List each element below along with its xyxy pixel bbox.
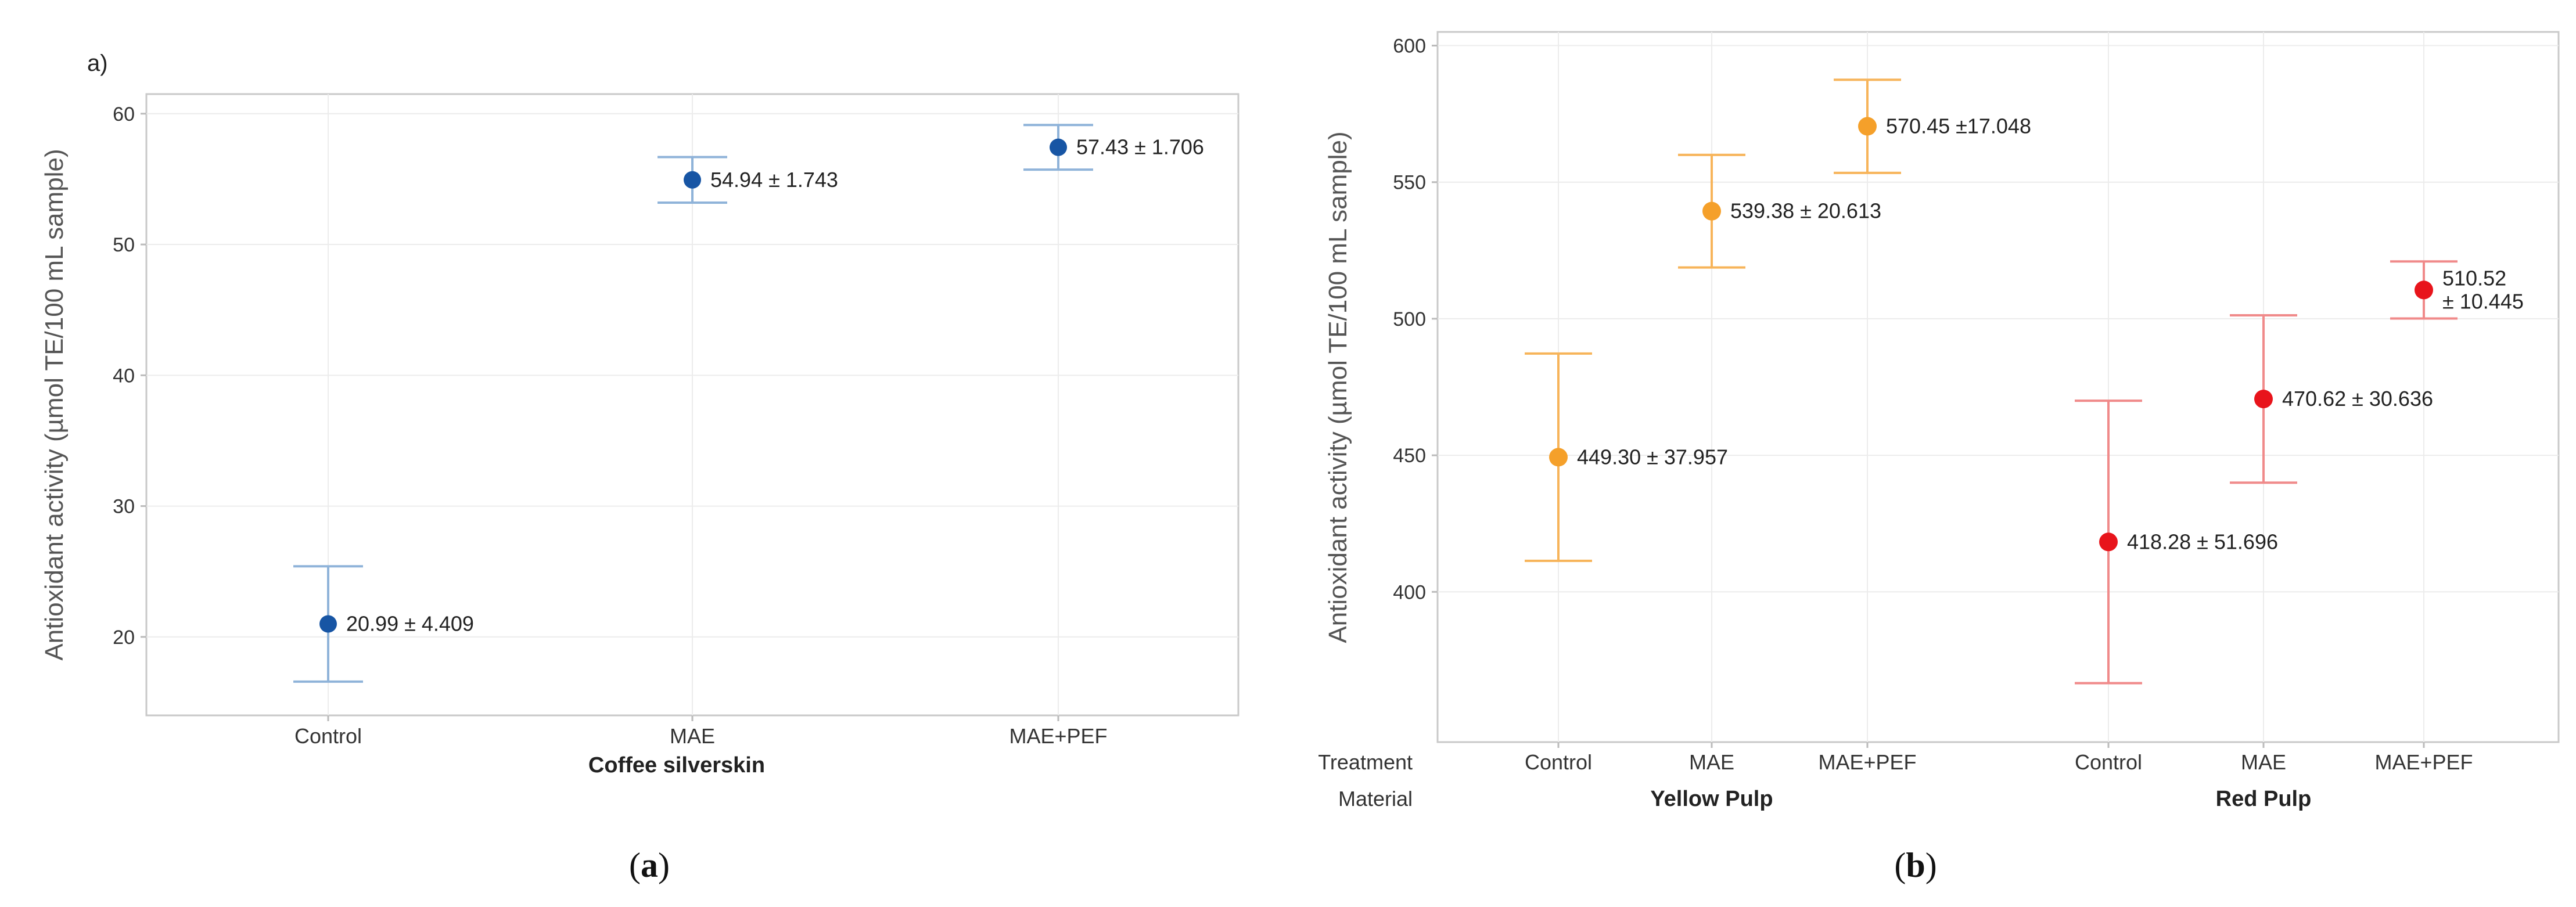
data-label: 570.45 ±17.048 [1886,114,2031,138]
y-tick-label: 500 [1393,308,1426,330]
panel-a-y-axis-label: Antioxidant activity (µmol TE/100 mL sam… [40,149,69,660]
data-point [684,171,701,189]
y-tick-label: 450 [1393,445,1426,467]
y-tick-label: 550 [1393,172,1426,194]
data-label-line: ± 10.445 [2442,289,2524,313]
y-tick-label: 30 [113,496,135,518]
group-label: Red Pulp [2216,787,2312,811]
data-label: 449.30 ± 37.957 [1577,445,1728,469]
data-point [319,615,337,633]
panel-a-caption: (a) [629,846,670,884]
panel-b-group-labels: Yellow Pulp Red Pulp [1650,787,2311,811]
panel-b-caption: (b) [1894,846,1937,884]
y-tick-label: 50 [113,234,135,256]
panel-a-y-ticks: 20 30 40 50 60 [113,103,146,649]
x-tick-label: Control [2075,750,2142,774]
data-label: 57.43 ± 1.706 [1076,135,1204,159]
data-point [2099,532,2118,552]
panel-b-marks: 449.30 ± 37.957 539.38 ± 20.613 570.45 ±17… [1525,78,2524,685]
x-tick-label: MAE+PEF [1009,724,1107,748]
data-point [1050,138,1067,156]
data-point [2254,390,2273,409]
data-point [2415,280,2433,300]
panel-b-gridlines [1438,32,2559,742]
y-tick-label: 40 [113,365,135,387]
data-point [1549,448,1568,467]
x-tick-label: Control [294,724,362,748]
panel-b-row-header-treatment: Treatment [1318,750,1413,774]
y-tick-label: 400 [1393,581,1426,603]
y-tick-label: 600 [1393,35,1426,57]
data-label: 470.62 ± 30.636 [2282,387,2433,411]
panel-a-chart: a) 20 30 40 50 60 Control MAE MAE+PEF 20.99 ± … [40,51,1240,884]
panel-b-y-axis-label: Antioxidant activity (µmol TE/100 mL sam… [1324,131,1352,643]
data-label: 539.38 ± 20.613 [1730,199,1881,223]
data-point [1858,117,1877,136]
x-tick-label: Control [1525,750,1592,774]
data-label: 418.28 ± 51.696 [2127,530,2278,553]
x-tick-label: MAE [2241,750,2286,774]
panel-a-letter: a) [87,51,108,76]
x-tick-label: MAE [670,724,715,748]
panel-b-x-ticks: Control MAE MAE+PEF Control MAE MAE+PEF [1525,742,2473,774]
panel-a-x-axis-label: Coffee silverskin [588,753,765,778]
y-tick-label: 20 [113,627,135,649]
panel-b-caption-letter: b [1906,846,1925,884]
panel-a-x-ticks: Control MAE MAE+PEF [294,715,1108,748]
data-label: 510.52 ± 10.445 [2442,266,2524,313]
data-label-line: 510.52 [2442,266,2506,290]
group-label: Yellow Pulp [1650,787,1773,811]
panel-b-row-header-material: Material [1338,787,1413,811]
panel-b-y-ticks: 400 450 500 550 600 [1393,35,1438,603]
y-tick-label: 60 [113,103,135,125]
data-label: 20.99 ± 4.409 [346,612,474,636]
data-point [1702,201,1721,221]
x-tick-label: MAE+PEF [2374,750,2473,774]
x-tick-label: MAE [1689,750,1734,774]
panel-b-plot-area [1436,31,2560,743]
x-tick-label: MAE+PEF [1818,750,1916,774]
panel-a-marks: 20.99 ± 4.409 54.94 ± 1.743 57.43 ± 1.706 [293,124,1204,683]
data-label: 54.94 ± 1.743 [710,168,838,192]
panel-a-caption-letter: a [641,846,658,884]
